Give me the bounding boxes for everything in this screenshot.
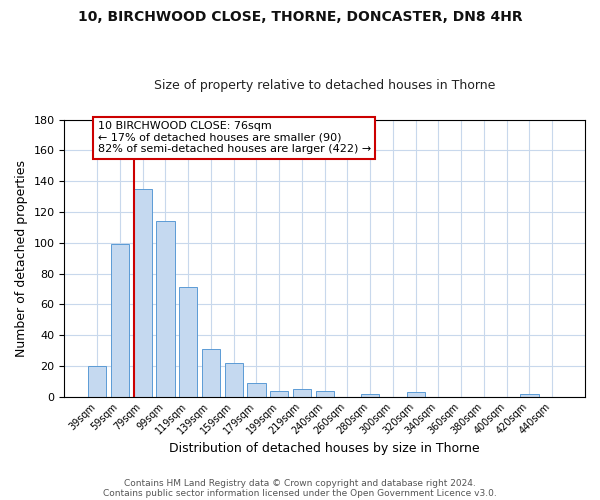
Y-axis label: Number of detached properties: Number of detached properties xyxy=(15,160,28,356)
Text: 10, BIRCHWOOD CLOSE, THORNE, DONCASTER, DN8 4HR: 10, BIRCHWOOD CLOSE, THORNE, DONCASTER, … xyxy=(77,10,523,24)
Bar xyxy=(316,390,334,397)
Bar xyxy=(361,394,379,397)
Bar xyxy=(202,349,220,397)
Bar xyxy=(88,366,106,397)
Text: 10 BIRCHWOOD CLOSE: 76sqm
← 17% of detached houses are smaller (90)
82% of semi-: 10 BIRCHWOOD CLOSE: 76sqm ← 17% of detac… xyxy=(98,121,371,154)
Bar xyxy=(111,244,129,397)
Bar xyxy=(520,394,539,397)
Text: Contains public sector information licensed under the Open Government Licence v3: Contains public sector information licen… xyxy=(103,488,497,498)
Bar xyxy=(293,389,311,397)
Bar xyxy=(134,189,152,397)
Title: Size of property relative to detached houses in Thorne: Size of property relative to detached ho… xyxy=(154,79,496,92)
X-axis label: Distribution of detached houses by size in Thorne: Distribution of detached houses by size … xyxy=(169,442,480,455)
Bar xyxy=(247,383,266,397)
Text: Contains HM Land Registry data © Crown copyright and database right 2024.: Contains HM Land Registry data © Crown c… xyxy=(124,478,476,488)
Bar xyxy=(179,288,197,397)
Bar xyxy=(407,392,425,397)
Bar xyxy=(224,363,243,397)
Bar xyxy=(157,221,175,397)
Bar xyxy=(270,390,288,397)
